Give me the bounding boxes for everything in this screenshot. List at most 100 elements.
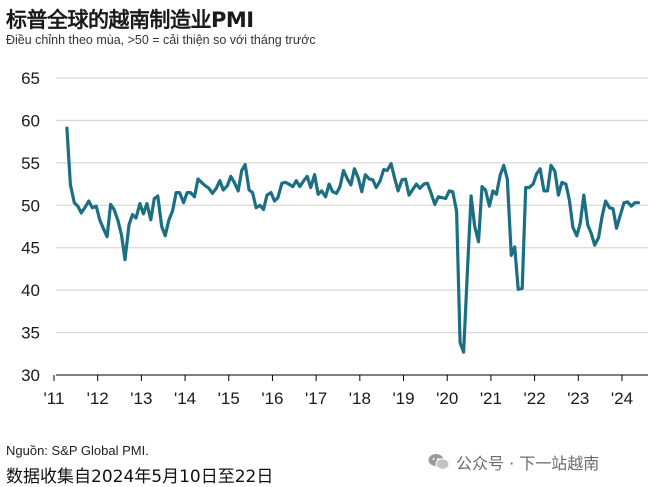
data-point — [273, 200, 275, 202]
chart-title: 标普全球的越南制造业PMI — [6, 8, 254, 32]
data-point — [248, 189, 250, 191]
y-tick-label: 40 — [21, 281, 40, 300]
x-tick-label: '12 — [87, 389, 109, 408]
data-point — [353, 168, 355, 170]
data-point — [590, 232, 592, 234]
data-point — [135, 217, 137, 219]
series-line — [65, 126, 641, 354]
data-point — [514, 246, 516, 248]
data-point — [266, 194, 268, 196]
data-point — [303, 180, 305, 182]
data-point — [525, 186, 527, 188]
data-point — [466, 266, 468, 268]
data-point — [608, 207, 610, 209]
source-note: Nguồn: S&P Global PMI. — [6, 443, 149, 458]
data-point — [506, 178, 508, 180]
data-point — [172, 209, 174, 211]
data-point — [164, 235, 166, 237]
data-collection-note: 数据收集自2024年5月10日至22日 — [6, 467, 274, 487]
data-point — [386, 169, 388, 171]
data-point — [557, 194, 559, 196]
data-point — [510, 254, 512, 256]
data-point — [331, 191, 333, 193]
series-layer — [65, 126, 641, 354]
x-tick-label: '24 — [611, 389, 633, 408]
data-point — [601, 215, 603, 217]
data-point — [441, 196, 443, 198]
data-point — [237, 190, 239, 192]
data-point — [77, 205, 79, 207]
data-point — [350, 184, 352, 186]
data-point — [426, 182, 428, 184]
data-point — [612, 208, 614, 210]
x-tick-label: '23 — [567, 389, 589, 408]
data-point — [219, 180, 221, 182]
data-point — [630, 205, 632, 207]
data-point — [193, 196, 195, 198]
data-point — [182, 202, 184, 204]
data-point — [153, 197, 155, 199]
data-point — [310, 186, 312, 188]
data-point — [66, 127, 68, 129]
x-tick-label: '22 — [524, 389, 546, 408]
data-point — [401, 179, 403, 181]
data-point — [339, 185, 341, 187]
data-point — [550, 164, 552, 166]
data-point — [383, 168, 385, 170]
x-tick-label: '11 — [44, 389, 65, 408]
data-point — [244, 163, 246, 165]
data-point — [324, 196, 326, 198]
data-point — [357, 177, 359, 179]
data-point — [408, 194, 410, 196]
chart-subtitle: Điều chỉnh theo mùa, >50 = cải thiện so … — [6, 33, 316, 47]
data-point — [317, 193, 319, 195]
data-point — [255, 207, 257, 209]
y-tick-label: 30 — [21, 366, 40, 385]
data-point — [623, 202, 625, 204]
data-point — [587, 224, 589, 226]
data-point — [619, 213, 621, 215]
x-tick-label: '20 — [436, 389, 458, 408]
data-point — [626, 201, 628, 203]
data-point — [430, 191, 432, 193]
data-point — [437, 196, 439, 198]
x-tick-label: '18 — [349, 389, 371, 408]
data-point — [445, 197, 447, 199]
data-point — [208, 187, 210, 189]
gridlines — [56, 77, 648, 334]
data-point — [499, 174, 501, 176]
data-point — [634, 202, 636, 204]
x-tick-label: '13 — [130, 389, 152, 408]
data-point — [434, 203, 436, 205]
data-point — [473, 225, 475, 227]
data-point — [470, 195, 472, 197]
data-point — [492, 190, 494, 192]
data-point — [517, 288, 519, 290]
data-point — [412, 188, 414, 190]
data-point — [597, 236, 599, 238]
data-point — [69, 184, 71, 186]
data-point — [604, 200, 606, 202]
data-point — [204, 185, 206, 187]
data-point — [565, 183, 567, 185]
data-point — [131, 213, 133, 215]
data-point — [375, 186, 377, 188]
data-point — [139, 202, 141, 204]
data-point — [393, 177, 395, 179]
data-point — [583, 194, 585, 196]
data-point — [459, 342, 461, 344]
data-point — [233, 181, 235, 183]
x-axis-ticks: '11 '12 '13 '14 '15 '16 '17 '18 '19 '20 '21 '22 '23 '… — [44, 374, 648, 408]
data-point — [262, 208, 264, 210]
data-point — [215, 187, 217, 189]
data-point — [448, 190, 450, 192]
data-point — [615, 227, 617, 229]
data-point — [397, 190, 399, 192]
data-point — [128, 224, 130, 226]
data-point — [415, 183, 417, 185]
data-point — [270, 191, 272, 193]
data-point — [484, 189, 486, 191]
data-point — [335, 192, 337, 194]
data-point — [328, 183, 330, 185]
data-point — [576, 235, 578, 237]
